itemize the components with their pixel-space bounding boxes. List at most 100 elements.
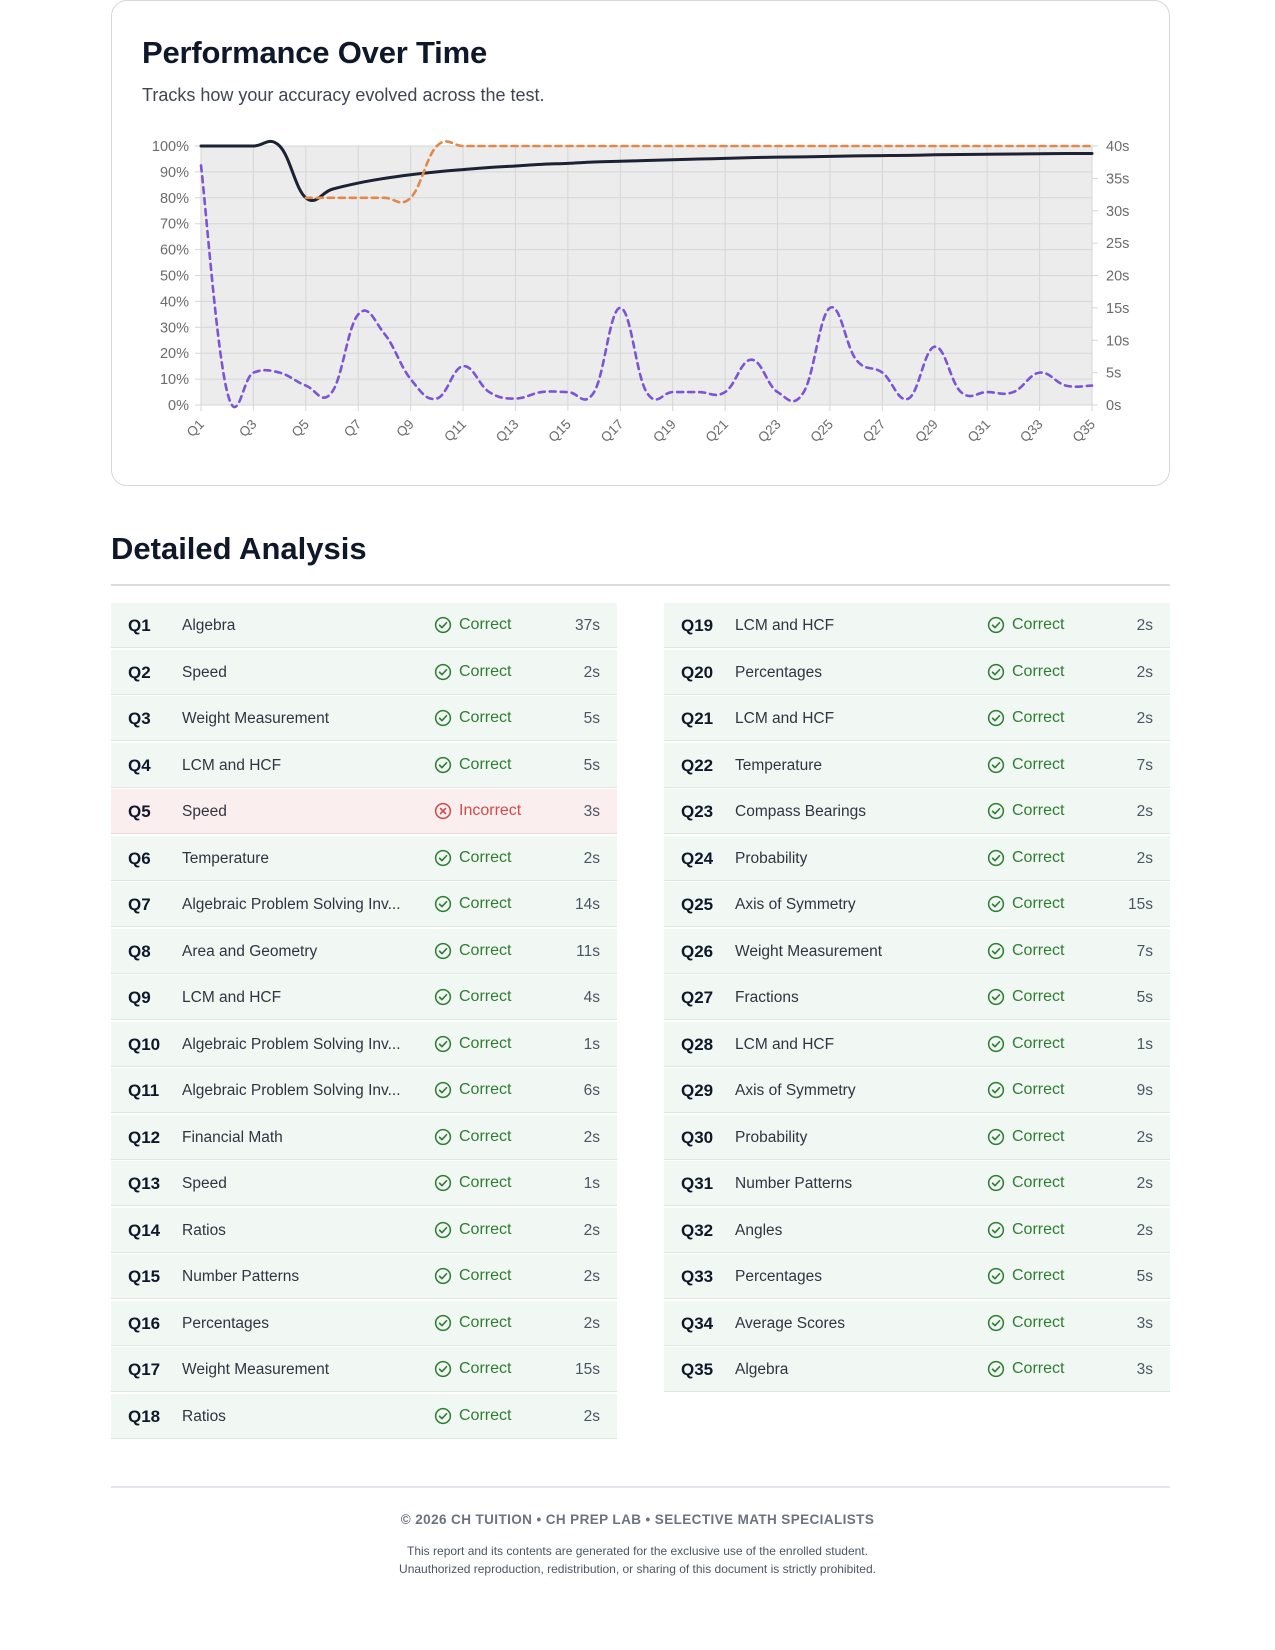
x-tick-label: Q23 xyxy=(755,417,784,446)
analysis-column-left: Q1 Algebra Correct 37s Q2 Speed Correct 2s Q3 Wei… xyxy=(111,603,617,1440)
question-status: Correct xyxy=(434,1360,511,1378)
question-time: 1s xyxy=(583,1175,600,1192)
question-status: Correct xyxy=(987,802,1064,820)
status-label: Correct xyxy=(459,1406,512,1424)
status-label: Incorrect xyxy=(459,802,522,819)
check-circle-icon xyxy=(434,849,452,866)
question-number: Q29 xyxy=(681,1081,714,1100)
question-number: Q13 xyxy=(128,1174,161,1193)
question-status: Correct xyxy=(987,1221,1064,1239)
chart-title: Performance Over Time xyxy=(142,35,488,70)
check-circle-icon xyxy=(987,849,1005,866)
question-time: 6s xyxy=(583,1082,600,1099)
analysis-row: Q5 Speed Incorrect 3s xyxy=(111,789,617,834)
x-tick-label: Q7 xyxy=(341,417,364,440)
question-time: 1s xyxy=(583,1035,600,1053)
question-number: Q25 xyxy=(681,895,714,914)
check-circle-icon xyxy=(987,1221,1005,1238)
question-number: Q12 xyxy=(128,1127,161,1147)
y-right-tick-label: 10s xyxy=(1106,333,1129,349)
y-left-tick-label: 0% xyxy=(168,398,189,414)
question-number: Q10 xyxy=(128,1034,161,1054)
series-line-2 xyxy=(304,140,1094,204)
analysis-row: Q21 LCM and HCF Correct 2s xyxy=(664,696,1170,741)
analysis-row: Q27 Fractions Correct 5s xyxy=(664,975,1170,1020)
question-number: Q8 xyxy=(128,941,151,961)
check-circle-icon xyxy=(987,1314,1005,1331)
check-circle-icon xyxy=(987,1174,1005,1192)
question-number: Q26 xyxy=(681,941,714,961)
performance-chart-card: 0% 10% 20% 30% 40% 50% 60% 70% 80% 90% 100% 0s 5s 10s… xyxy=(111,0,1170,486)
question-time: 15s xyxy=(1128,896,1153,913)
question-topic: Compass Bearings xyxy=(735,803,866,820)
y-right-tick-label: 35s xyxy=(1106,171,1129,187)
question-status: Correct xyxy=(434,1128,511,1146)
question-time: 5s xyxy=(1136,989,1153,1006)
footer-notice-line-1: This report and its contents are generat… xyxy=(407,1544,868,1558)
analysis-row: Q9 LCM and HCF Correct 4s xyxy=(111,975,617,1020)
question-topic: Algebraic Problem Solving Inv... xyxy=(182,1035,401,1053)
status-label: Correct xyxy=(1012,895,1065,912)
question-topic: Algebraic Problem Solving Inv... xyxy=(182,1082,401,1099)
check-circle-icon xyxy=(987,895,1005,913)
question-topic: Speed xyxy=(182,1175,227,1192)
y-left-tick-label: 40% xyxy=(160,294,189,310)
check-circle-icon xyxy=(434,1128,452,1145)
check-circle-icon xyxy=(987,988,1005,1006)
status-label: Correct xyxy=(459,1360,512,1377)
question-time: 5s xyxy=(583,756,600,774)
question-topic: Probability xyxy=(735,1128,808,1146)
analysis-row: Q30 Probability Correct 2s xyxy=(664,1114,1170,1160)
y-right-tick-label: 20s xyxy=(1106,269,1129,285)
analysis-row: Q11 Algebraic Problem Solving Inv... Corre… xyxy=(111,1068,617,1113)
status-label: Correct xyxy=(459,1220,512,1238)
question-time: 2s xyxy=(1136,1128,1153,1146)
question-topic: Temperature xyxy=(735,756,823,774)
question-status: Correct xyxy=(987,1035,1064,1053)
question-time: 37s xyxy=(575,617,600,634)
y-right-tick-label: 0s xyxy=(1106,398,1121,414)
question-status: Correct xyxy=(434,1267,511,1285)
question-status: Correct xyxy=(987,849,1064,867)
question-topic: Algebraic Problem Solving Inv... xyxy=(182,896,401,913)
x-tick-label: Q29 xyxy=(912,417,941,446)
question-time: 2s xyxy=(583,1407,600,1425)
y-right-tick-label: 40s xyxy=(1106,139,1129,155)
y-left-tick-label: 30% xyxy=(160,320,189,336)
status-label: Correct xyxy=(1012,662,1065,680)
analysis-row: Q32 Angles Correct 2s xyxy=(664,1207,1170,1253)
status-label: Correct xyxy=(1012,755,1065,773)
analysis-row: Q8 Area and Geometry Correct 11s xyxy=(111,928,617,974)
question-status: Correct xyxy=(987,1267,1064,1285)
x-tick-label: Q11 xyxy=(441,417,469,445)
y-left-tick-label: 10% xyxy=(160,372,189,388)
status-label: Correct xyxy=(1012,1174,1065,1191)
question-time: 15s xyxy=(575,1361,600,1378)
performance-chart: 0% 10% 20% 30% 40% 50% 60% 70% 80% 90% 100% 0s 5s 10s… xyxy=(152,139,1129,446)
analysis-row: Q1 Algebra Correct 37s xyxy=(111,603,617,648)
check-circle-icon xyxy=(434,1221,452,1238)
check-circle-icon xyxy=(434,1174,452,1192)
question-topic: Axis of Symmetry xyxy=(735,896,856,913)
footer-divider xyxy=(111,1486,1170,1488)
analysis-row: Q35 Algebra Correct 3s xyxy=(664,1347,1170,1392)
question-time: 3s xyxy=(583,803,600,820)
check-circle-icon xyxy=(987,756,1005,773)
question-topic: Weight Measurement xyxy=(182,710,330,727)
question-topic: Angles xyxy=(735,1221,783,1239)
analysis-row: Q13 Speed Correct 1s xyxy=(111,1161,617,1206)
status-label: Correct xyxy=(459,709,512,726)
check-circle-icon xyxy=(434,942,452,959)
y-left-tick-label: 60% xyxy=(160,243,189,259)
question-number: Q19 xyxy=(681,616,714,635)
check-circle-icon xyxy=(987,1035,1005,1052)
check-circle-icon xyxy=(434,1314,452,1331)
analysis-row: Q19 LCM and HCF Correct 2s xyxy=(664,603,1170,648)
question-number: Q28 xyxy=(681,1034,714,1054)
x-tick-label: Q31 xyxy=(965,417,994,446)
question-time: 3s xyxy=(1136,1314,1153,1332)
question-status: Correct xyxy=(987,1360,1064,1378)
question-status: Correct xyxy=(434,616,511,634)
question-status: Correct xyxy=(987,1174,1064,1192)
question-status: Correct xyxy=(434,849,511,867)
